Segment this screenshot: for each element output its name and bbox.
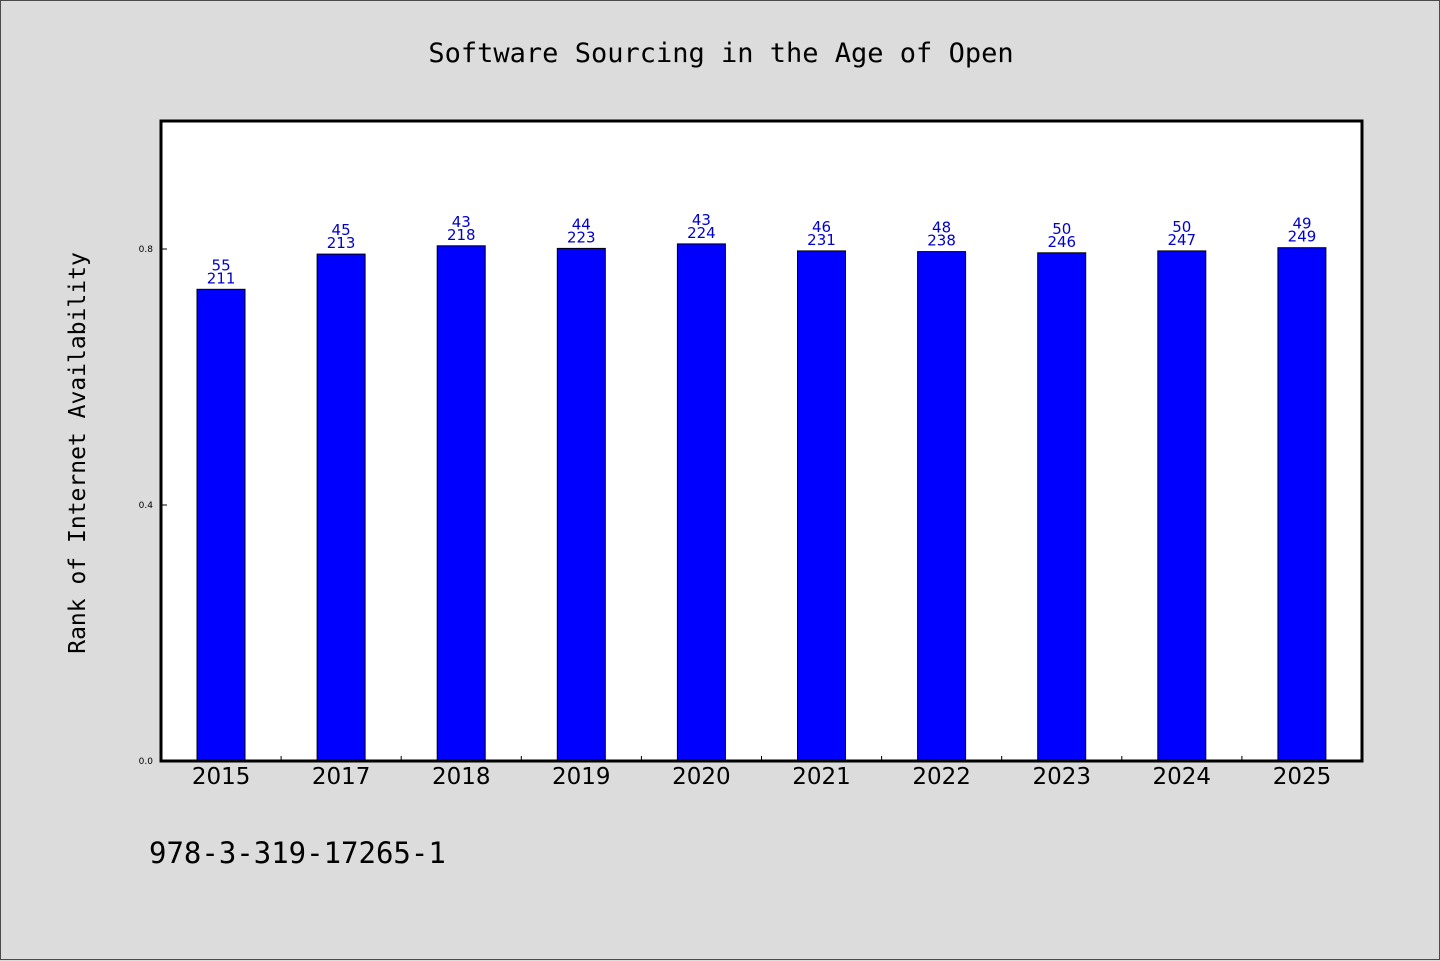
y-axis-label: Rank of Internet Availability: [65, 252, 91, 654]
data-label-top-2024: 50: [1172, 218, 1191, 236]
data-label-top-2018: 43: [452, 213, 471, 231]
bar-2015: [196, 288, 246, 762]
plot-border: [159, 119, 1364, 763]
y-tick-label-0.4: 0.4: [139, 501, 154, 511]
data-label-bottom-2024: 247: [1167, 231, 1196, 249]
y-tick-label-0.0: 0.0: [139, 757, 154, 767]
data-label-bottom-2025: 249: [1288, 228, 1317, 246]
bar-2023: [1037, 252, 1087, 762]
data-label-top-2020: 43: [692, 211, 711, 229]
data-label-bottom-2018: 218: [447, 226, 476, 244]
bar-2025: [1277, 247, 1327, 762]
data-label-top-2025: 49: [1292, 215, 1311, 233]
data-label-bottom-2020: 224: [687, 224, 716, 242]
data-label-top-2022: 48: [932, 219, 951, 237]
y-tick-label-0.8: 0.8: [139, 245, 154, 255]
x-tick-label-2021: 2021: [792, 764, 851, 790]
data-label-top-2017: 45: [332, 221, 351, 239]
bar-2017: [316, 253, 366, 762]
data-label-top-2023: 50: [1052, 220, 1071, 238]
bar-2024: [1157, 250, 1207, 762]
x-tick-label-2022: 2022: [912, 764, 971, 790]
data-label-top-2019: 44: [572, 215, 591, 233]
bar-2021: [797, 250, 846, 762]
x-tick-label-2025: 2025: [1273, 764, 1332, 790]
data-label-bottom-2023: 246: [1047, 233, 1076, 251]
bar-2019: [556, 247, 606, 762]
chart-title: Software Sourcing in the Age of Open: [428, 38, 1013, 69]
data-label-top-2015: 55: [212, 256, 231, 274]
bar-2020: [676, 243, 726, 762]
bar-2018: [436, 245, 486, 762]
data-label-bottom-2015: 211: [207, 269, 236, 287]
x-tick-label-2023: 2023: [1033, 764, 1092, 790]
x-tick-label-2017: 2017: [312, 764, 371, 790]
data-label-bottom-2022: 238: [927, 232, 956, 250]
bar-2022: [917, 251, 967, 762]
x-tick-label-2018: 2018: [432, 764, 491, 790]
x-tick-label-2019: 2019: [552, 764, 611, 790]
x-tick-label-2015: 2015: [192, 764, 251, 790]
data-label-bottom-2017: 213: [327, 234, 356, 252]
x-tick-label-2024: 2024: [1153, 764, 1212, 790]
x-tick-label-2020: 2020: [672, 764, 731, 790]
data-label-bottom-2019: 223: [567, 228, 596, 246]
isbn-text: 978-3-319-17265-1: [149, 836, 446, 870]
data-label-bottom-2021: 231: [807, 231, 836, 249]
data-label-top-2021: 46: [812, 218, 831, 236]
ticks-group: 2015 2017 2018 2019 2020 2021 2022 2023 2024 2025…: [139, 245, 1332, 790]
